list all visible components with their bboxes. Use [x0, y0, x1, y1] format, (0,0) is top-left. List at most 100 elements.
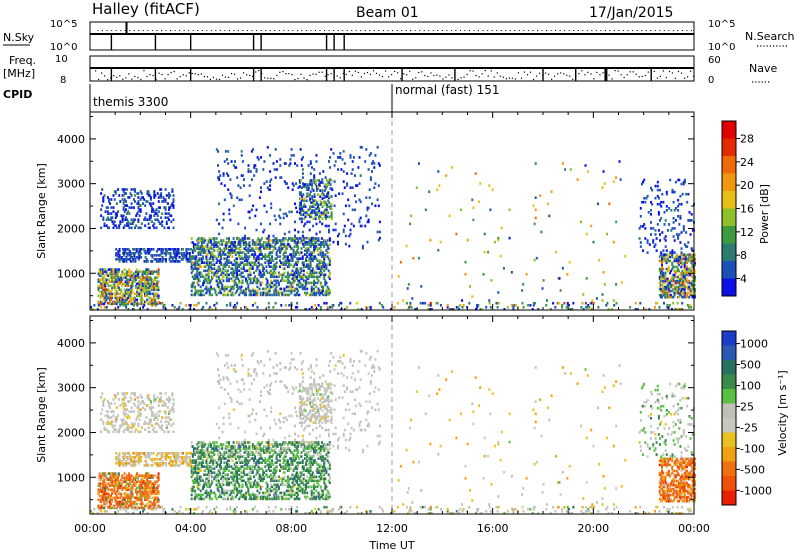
power-cell	[126, 212, 129, 215]
power-cell	[156, 282, 159, 286]
power-cell	[238, 243, 241, 246]
power-cell	[284, 263, 287, 266]
power-cell	[313, 255, 315, 258]
power-cell	[342, 228, 345, 232]
power-cell	[294, 261, 297, 264]
power-cell	[532, 301, 535, 305]
power-cell	[666, 293, 669, 297]
power-cell	[296, 291, 298, 295]
power-cell	[145, 200, 148, 203]
velocity-cell	[110, 416, 113, 419]
power-cell	[311, 211, 314, 214]
nave-dot	[279, 71, 281, 73]
power-cell	[110, 302, 112, 306]
power-cell	[346, 184, 349, 187]
power-cell	[691, 295, 694, 299]
power-cell	[274, 263, 277, 266]
power-cell	[683, 257, 686, 261]
power-cell	[207, 279, 210, 283]
power-cell	[693, 283, 696, 287]
power-cell	[666, 277, 669, 281]
power-cell	[276, 241, 279, 244]
power-cell	[145, 284, 148, 288]
power-cell	[128, 268, 131, 271]
power-cell	[644, 308, 647, 311]
power-cell	[230, 277, 233, 281]
power-cell	[108, 268, 111, 271]
power-cell	[153, 194, 156, 197]
power-cell	[307, 248, 310, 252]
velocity-cell	[103, 486, 106, 490]
power-cell	[286, 245, 289, 248]
power-cell	[286, 271, 289, 275]
velocity-cell	[100, 486, 103, 490]
power-cell	[177, 248, 180, 251]
power-cell	[613, 304, 616, 307]
power-cell	[171, 256, 174, 259]
nave-dot	[122, 78, 124, 80]
power-cell	[315, 271, 318, 275]
nave-dot	[107, 79, 109, 81]
power-cell	[267, 291, 270, 295]
power-cell	[272, 241, 275, 244]
power-cell	[265, 210, 268, 214]
velocity-cell	[124, 496, 127, 500]
power-cell	[310, 241, 313, 244]
power-cell	[240, 261, 243, 264]
power-cell	[567, 304, 570, 307]
power-cell	[106, 288, 109, 292]
velocity-cell	[125, 420, 127, 423]
power-cell	[283, 289, 286, 293]
power-cell	[680, 281, 683, 285]
power-cell	[324, 195, 327, 198]
nave-dot	[569, 75, 571, 77]
power-cell	[195, 275, 198, 279]
power-cell	[145, 286, 148, 290]
power-cell	[134, 226, 136, 230]
power-cell	[176, 252, 179, 255]
power-cell	[104, 286, 107, 290]
power-cell	[304, 211, 307, 214]
power-cell	[489, 208, 492, 212]
power-cell	[315, 291, 318, 295]
velocity-cell	[138, 488, 141, 492]
power-cell	[644, 227, 647, 230]
velocity-cell	[144, 496, 146, 500]
power-cell	[663, 281, 666, 285]
velocity-cell	[102, 400, 105, 403]
power-cell	[298, 273, 301, 277]
power-cell	[337, 156, 339, 159]
power-cell	[279, 273, 281, 277]
power-cell	[105, 206, 108, 209]
power-cell	[280, 263, 283, 266]
power-cell	[153, 294, 155, 298]
power-cell	[343, 224, 346, 228]
power-cell	[262, 275, 264, 279]
velocity-cell	[154, 416, 157, 419]
power-cell	[127, 252, 130, 255]
power-cell	[691, 263, 694, 267]
power-cell	[119, 302, 122, 306]
power-cell	[144, 252, 147, 255]
power-cell	[238, 285, 241, 289]
velocity-cell	[128, 430, 131, 434]
power-cell	[690, 259, 693, 263]
velocity-cell	[128, 472, 131, 475]
velocity-cell	[125, 502, 128, 506]
velocity-cell	[136, 498, 139, 502]
power-cell	[231, 251, 234, 254]
power-cell	[147, 226, 150, 230]
power-cell	[339, 301, 342, 305]
velocity-cell	[138, 408, 141, 411]
power-cell	[313, 251, 315, 254]
nave-dot	[668, 70, 671, 73]
power-cell	[111, 276, 114, 279]
velocity-cell	[116, 500, 119, 504]
power-cell	[667, 281, 670, 285]
velocity-cell	[121, 420, 124, 423]
power-cell	[161, 212, 164, 215]
power-cell	[327, 269, 330, 273]
power-cell	[352, 224, 355, 228]
power-cell	[257, 273, 260, 277]
power-cell	[282, 257, 285, 260]
